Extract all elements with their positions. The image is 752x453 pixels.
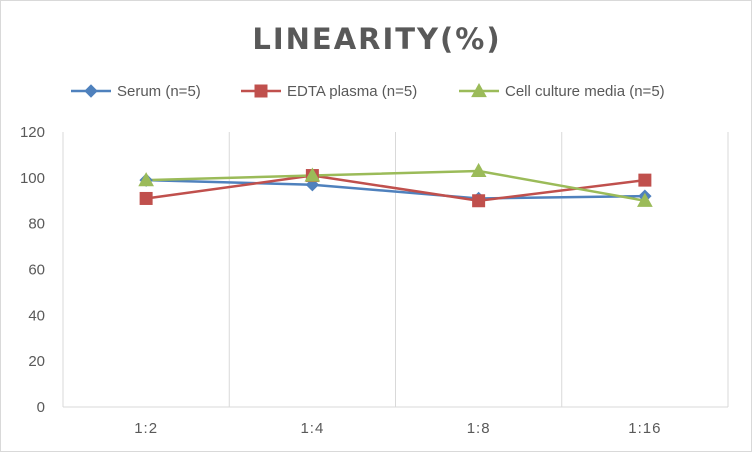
legend-label: Cell culture media (n=5): [505, 83, 665, 100]
legend-item-cell-culture-media-n-5: Cell culture media (n=5): [459, 82, 665, 100]
data-point-cell-culture-media-n-5: [637, 192, 653, 207]
chart-title: LINEARITY(%): [252, 22, 501, 56]
y-tick-label: 100: [20, 170, 45, 187]
series-line-edta-plasma-n-5: [145, 174, 646, 202]
legend-item-edta-plasma-n-5: EDTA plasma (n=5): [241, 83, 417, 100]
data-point-edta-plasma-n-5: [139, 191, 153, 205]
legend-swatch-marker: [471, 82, 487, 98]
chart-legend: Serum (n=5) EDTA plasma (n=5) Cell culture…: [71, 82, 665, 100]
y-tick-label: 60: [28, 262, 45, 279]
data-point-cell-culture-media-n-5: [138, 172, 154, 187]
y-axis-tick-labels: 0 20 40 60 80 100 120: [20, 124, 45, 416]
y-tick-label: 120: [20, 124, 45, 141]
chart-axes: [62, 132, 729, 408]
series-lines: [145, 169, 646, 202]
data-point-cell-culture-media-n-5: [470, 162, 487, 178]
series-line-cell-culture-media-n-5: [146, 169, 646, 202]
y-tick-label: 20: [28, 353, 45, 370]
legend-swatch-marker: [84, 84, 98, 98]
x-tick-label: 1:4: [300, 420, 324, 437]
data-point-edta-plasma-n-5: [638, 173, 652, 187]
x-tick-label: 1:8: [467, 420, 491, 437]
legend-swatch-marker: [254, 84, 268, 98]
legend-label: EDTA plasma (n=5): [287, 83, 417, 100]
data-point-cell-culture-media-n-5: [304, 167, 321, 182]
x-tick-label: 1:16: [628, 420, 661, 437]
legend-label: Serum (n=5): [117, 83, 201, 100]
plot-area: 0 20 40 60 80 100 120 1:2 1:4 1:8 1:16: [20, 124, 729, 437]
legend-item-serum-n-5: Serum (n=5): [71, 83, 201, 100]
data-point-edta-plasma-n-5: [472, 194, 486, 208]
series-line-serum-n-5: [146, 178, 645, 200]
y-tick-label: 80: [28, 216, 45, 233]
y-tick-label: 0: [37, 399, 45, 416]
y-tick-label: 40: [28, 307, 45, 324]
x-axis-tick-labels: 1:2 1:4 1:8 1:16: [134, 420, 661, 437]
x-tick-label: 1:2: [134, 420, 158, 437]
series-markers: [138, 162, 653, 208]
